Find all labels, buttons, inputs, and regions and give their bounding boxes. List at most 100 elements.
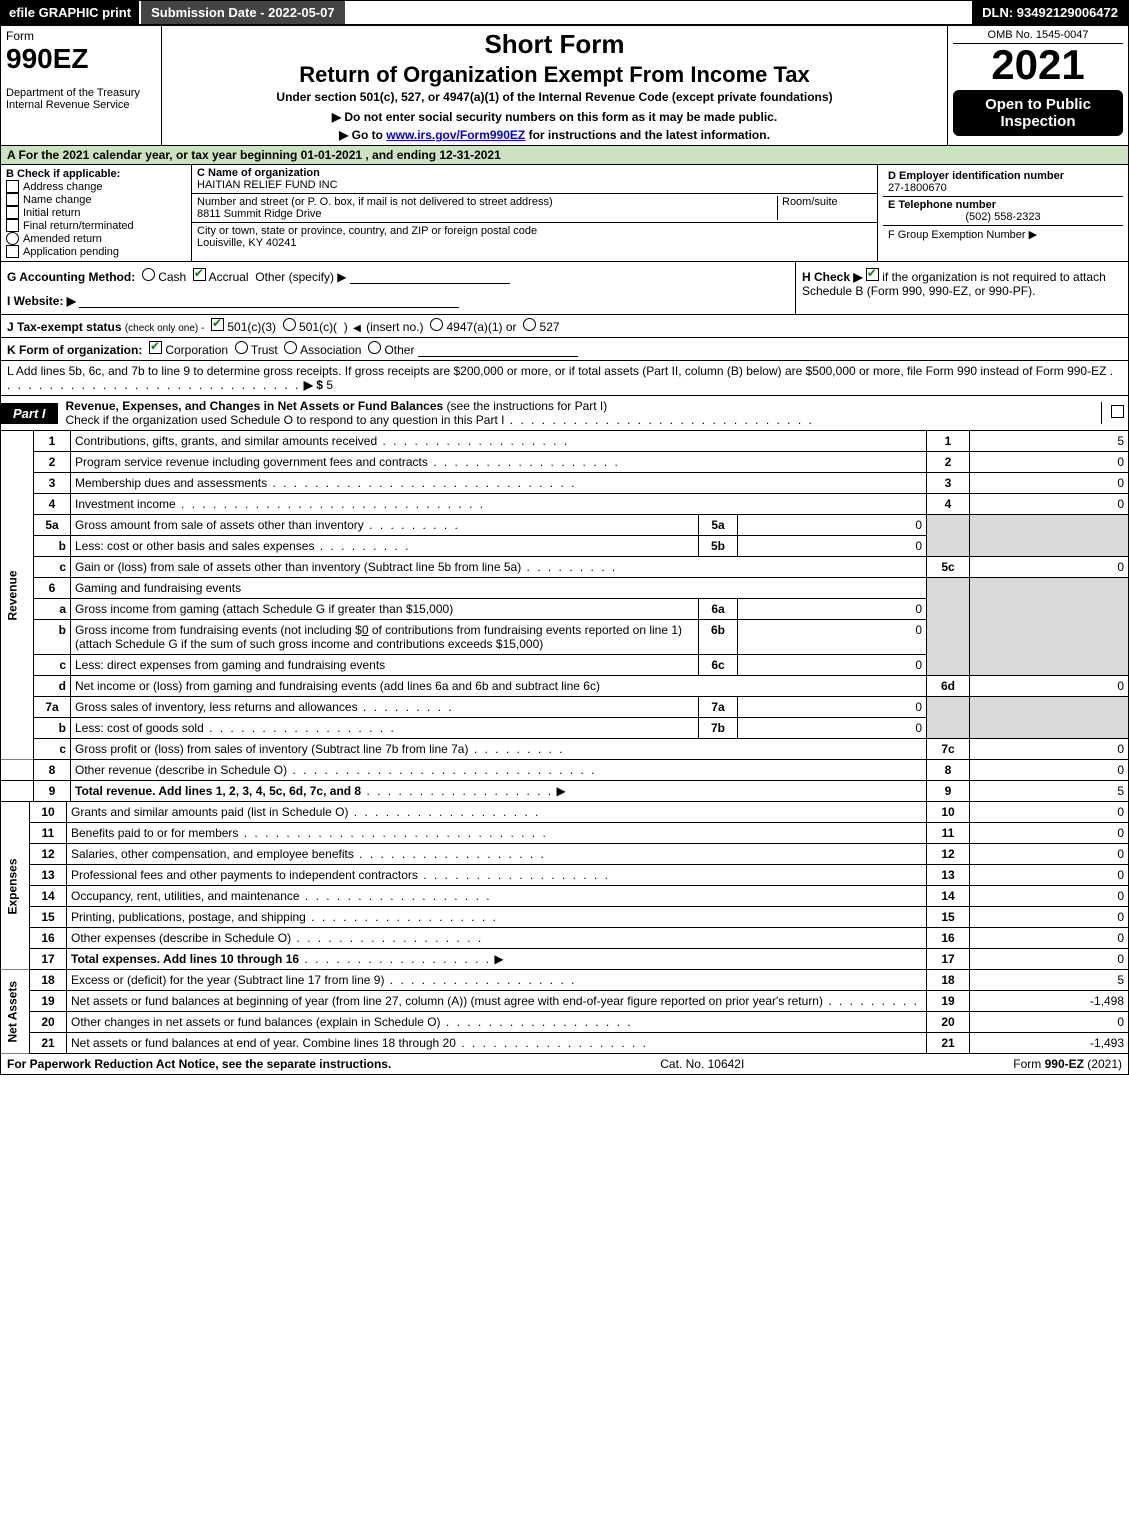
section-def: D Employer identification number 27-1800… — [878, 165, 1128, 261]
checkbox-icon[interactable] — [149, 341, 162, 354]
line-val: 0 — [970, 760, 1129, 781]
line-val: 0 — [970, 473, 1129, 494]
line-ref: 3 — [927, 473, 970, 494]
line-desc: Investment income — [71, 494, 927, 515]
return-title: Return of Organization Exempt From Incom… — [167, 62, 942, 88]
check-initial-return[interactable]: Initial return — [6, 206, 186, 219]
ein: 27-1800670 — [888, 182, 947, 194]
checkbox-icon[interactable] — [193, 268, 206, 281]
line-desc: Gaming and fundraising events — [71, 578, 927, 599]
efile-print-button[interactable]: efile GRAPHIC print — [1, 1, 141, 24]
line-num: a — [34, 599, 71, 620]
irs-link[interactable]: www.irs.gov/Form990EZ — [386, 128, 525, 142]
radio-icon[interactable] — [523, 318, 536, 331]
line-num: 6 — [34, 578, 71, 599]
line-ref: 17 — [927, 949, 970, 970]
line-ref: 12 — [927, 844, 970, 865]
header-table: Form 990EZ Department of the Treasury In… — [0, 25, 1129, 146]
line-desc: Net assets or fund balances at end of ye… — [67, 1033, 927, 1054]
line-ref: 14 — [927, 886, 970, 907]
line-num: 14 — [30, 886, 67, 907]
line-num: 2 — [34, 452, 71, 473]
line-ref: 11 — [927, 823, 970, 844]
mid-ref: 6b — [699, 620, 738, 655]
line-desc: Other expenses (describe in Schedule O) — [67, 928, 927, 949]
website-input[interactable] — [79, 295, 459, 308]
section-j: J Tax-exempt status (check only one) - 5… — [0, 315, 1129, 338]
radio-icon[interactable] — [235, 341, 248, 354]
radio-icon[interactable] — [368, 341, 381, 354]
radio-icon[interactable] — [430, 318, 443, 331]
line-val: 0 — [970, 949, 1129, 970]
line-desc: Gross income from gaming (attach Schedul… — [71, 599, 699, 620]
phone: (502) 558-2323 — [888, 211, 1118, 223]
line-ref: 21 — [927, 1033, 970, 1054]
line-desc: Grants and similar amounts paid (list in… — [67, 802, 927, 823]
other-org-input[interactable] — [418, 344, 578, 357]
form-cell: Form 990EZ Department of the Treasury In… — [1, 26, 162, 146]
part1-end-checkbox[interactable] — [1101, 402, 1128, 424]
checkbox-icon[interactable] — [866, 268, 879, 281]
line-num: 4 — [34, 494, 71, 515]
mid-ref: 5a — [699, 515, 738, 536]
section-g: G Accounting Method: Cash Accrual Other … — [1, 262, 796, 314]
line-val: 0 — [970, 676, 1129, 697]
line-num: c — [34, 655, 71, 676]
notice-no-ssn: ▶ Do not enter social security numbers o… — [167, 110, 942, 124]
check-address-change[interactable]: Address change — [6, 180, 186, 193]
checkbox-icon[interactable] — [211, 318, 224, 331]
line-desc: Membership dues and assessments — [71, 473, 927, 494]
section-a-tax-year: A For the 2021 calendar year, or tax yea… — [0, 146, 1129, 165]
line-ref: 8 — [927, 760, 970, 781]
radio-icon — [6, 232, 19, 245]
form-number: 990EZ — [6, 43, 156, 75]
line-num: 15 — [30, 907, 67, 928]
submission-date-button[interactable]: Submission Date - 2022-05-07 — [141, 1, 345, 24]
footer-mid: Cat. No. 10642I — [391, 1057, 1013, 1071]
check-application-pending[interactable]: Application pending — [6, 245, 186, 258]
line-ref: 2 — [927, 452, 970, 473]
check-amended-return[interactable]: Amended return — [6, 232, 186, 245]
city-row: City or town, state or province, country… — [192, 223, 877, 251]
line-desc: Gross sales of inventory, less returns a… — [71, 697, 699, 718]
net-assets-table: Net Assets 18 Excess or (deficit) for th… — [0, 970, 1129, 1054]
line-desc: Less: cost of goods sold — [71, 718, 699, 739]
line-num: 13 — [30, 865, 67, 886]
line-desc: Less: direct expenses from gaming and fu… — [71, 655, 699, 676]
line-desc: Salaries, other compensation, and employ… — [67, 844, 927, 865]
line-val: 0 — [970, 452, 1129, 473]
street-address: 8811 Summit Ridge Drive — [197, 208, 777, 220]
mid-val: 0 — [738, 620, 927, 655]
line-val: 5 — [970, 431, 1129, 452]
section-f: F Group Exemption Number ▶ — [883, 226, 1123, 243]
line-num: 21 — [30, 1033, 67, 1054]
radio-icon[interactable] — [142, 268, 155, 281]
line-ref: 19 — [927, 991, 970, 1012]
line-ref: 15 — [927, 907, 970, 928]
line-num: 1 — [34, 431, 71, 452]
line-num: 12 — [30, 844, 67, 865]
line-num: 11 — [30, 823, 67, 844]
line-num: b — [34, 718, 71, 739]
line-desc: Other revenue (describe in Schedule O) — [71, 760, 927, 781]
check-final-return[interactable]: Final return/terminated — [6, 219, 186, 232]
other-specify-input[interactable] — [350, 271, 510, 284]
under-section: Under section 501(c), 527, or 4947(a)(1)… — [167, 90, 942, 104]
line-ref: 13 — [927, 865, 970, 886]
department: Department of the Treasury Internal Reve… — [6, 87, 156, 111]
room-suite: Room/suite — [777, 196, 872, 220]
dln: DLN: 93492129006472 — [972, 1, 1128, 24]
line-val: 0 — [970, 907, 1129, 928]
line-val: 0 — [970, 865, 1129, 886]
short-form-title: Short Form — [167, 29, 942, 60]
radio-icon[interactable] — [284, 341, 297, 354]
section-e: E Telephone number (502) 558-2323 — [883, 197, 1123, 226]
notice-goto: ▶ Go to www.irs.gov/Form990EZ for instru… — [167, 128, 942, 142]
line-num: 7a — [34, 697, 71, 718]
mid-ref: 6a — [699, 599, 738, 620]
net-assets-side-label: Net Assets — [1, 970, 30, 1054]
checkbox-icon — [6, 180, 19, 193]
radio-icon[interactable] — [283, 318, 296, 331]
line-val: 0 — [970, 557, 1129, 578]
check-name-change[interactable]: Name change — [6, 193, 186, 206]
